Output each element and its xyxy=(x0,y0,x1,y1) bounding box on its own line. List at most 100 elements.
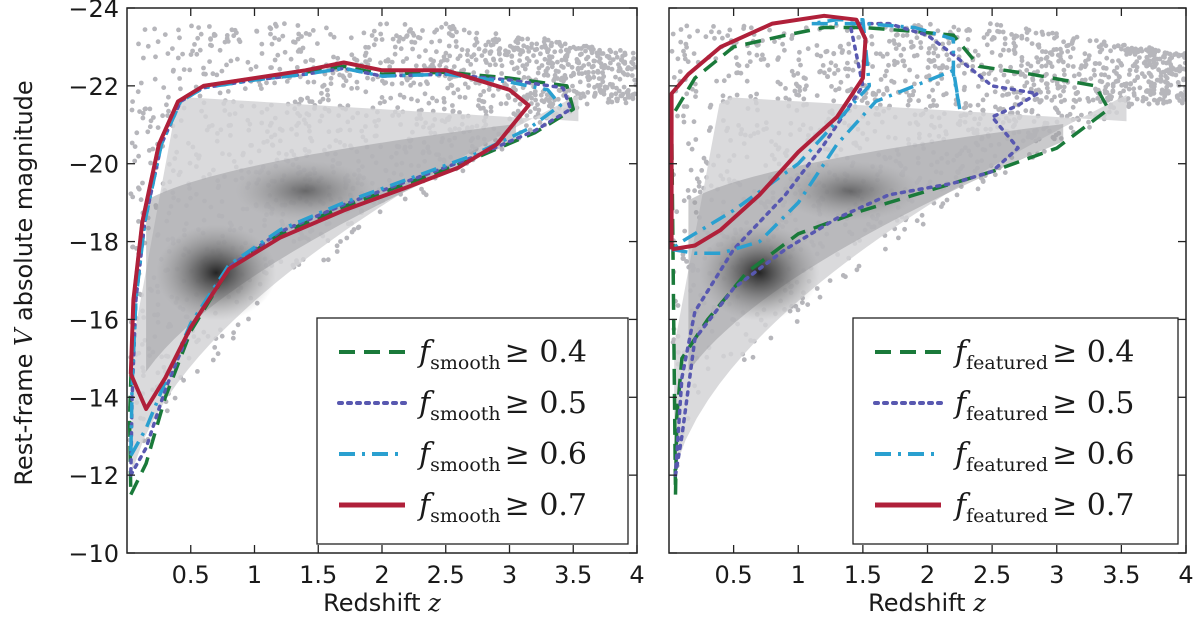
scatter-point xyxy=(214,72,220,78)
scatter-point xyxy=(541,72,547,78)
scatter-point xyxy=(465,85,471,90)
scatter-point xyxy=(601,88,607,94)
scatter-point xyxy=(542,36,547,42)
scatter-point xyxy=(1046,31,1051,37)
scatter-point xyxy=(231,330,237,336)
scatter-point xyxy=(918,40,923,45)
scatter-point xyxy=(956,46,962,52)
scatter-point xyxy=(549,64,555,70)
scatter-point xyxy=(277,66,283,72)
scatter-point xyxy=(565,62,571,67)
density-secondary xyxy=(235,160,376,221)
scatter-point xyxy=(970,64,976,69)
scatter-point xyxy=(1005,79,1010,85)
legend-label-sub: smooth xyxy=(430,454,501,476)
scatter-point xyxy=(1099,72,1104,77)
scatter-point xyxy=(687,34,692,39)
scatter-point xyxy=(975,52,981,58)
y-tick-label: −12 xyxy=(68,462,119,490)
left-x-ticks: 0.5 1 1.5 2 2.5 3 3.5 4 xyxy=(172,8,645,589)
scatter-point xyxy=(288,56,294,62)
scatter-point xyxy=(382,99,387,105)
scatter-point xyxy=(303,59,308,64)
scatter-point xyxy=(509,60,515,66)
scatter-point xyxy=(520,49,526,54)
scatter-point xyxy=(869,34,874,39)
scatter-point xyxy=(726,73,732,79)
scatter-point xyxy=(1147,45,1152,50)
scatter-point xyxy=(147,106,153,112)
scatter-point xyxy=(589,50,595,56)
scatter-point xyxy=(384,21,390,27)
scatter-point xyxy=(132,144,138,150)
scatter-point xyxy=(466,30,472,36)
scatter-point xyxy=(1024,67,1030,73)
scatter-point xyxy=(1009,32,1014,37)
scatter-point xyxy=(831,51,837,56)
scatter-point xyxy=(845,73,851,79)
scatter-point xyxy=(1012,102,1018,107)
scatter-point xyxy=(544,92,550,98)
scatter-point xyxy=(378,21,383,27)
scatter-point xyxy=(208,36,213,42)
scatter-point xyxy=(338,239,343,244)
scatter-point xyxy=(686,141,691,147)
density-peak xyxy=(699,224,820,321)
scatter-point xyxy=(886,62,891,68)
scatter-point xyxy=(910,43,916,49)
scatter-point xyxy=(1148,62,1153,67)
scatter-point xyxy=(725,33,731,38)
scatter-point xyxy=(825,74,830,79)
scatter-point xyxy=(469,54,475,60)
scatter-point xyxy=(1110,58,1115,64)
scatter-point xyxy=(792,88,798,94)
scatter-point xyxy=(578,95,583,101)
scatter-point xyxy=(529,41,535,47)
scatter-point xyxy=(1133,68,1139,74)
scatter-point xyxy=(555,76,560,81)
scatter-point xyxy=(682,56,688,62)
scatter-point xyxy=(1058,46,1063,52)
scatter-point xyxy=(789,68,795,74)
scatter-point xyxy=(292,40,298,45)
scatter-point xyxy=(882,73,888,79)
scatter-point xyxy=(586,61,592,67)
scatter-point xyxy=(429,39,434,45)
scatter-point xyxy=(1054,34,1059,39)
scatter-point xyxy=(946,40,952,46)
scatter-point xyxy=(455,87,461,92)
scatter-point xyxy=(803,25,809,31)
scatter-point xyxy=(838,79,844,85)
scatter-point xyxy=(696,183,702,189)
scatter-point xyxy=(532,106,538,111)
scatter-point xyxy=(524,45,530,50)
legend-label-rel: ≥ 0.7 xyxy=(1052,488,1134,523)
scatter-point xyxy=(211,31,217,37)
scatter-point xyxy=(720,93,726,99)
scatter-point xyxy=(956,63,961,69)
scatter-point xyxy=(225,39,231,44)
scatter-point xyxy=(164,102,169,108)
scatter-point xyxy=(911,88,917,94)
scatter-point xyxy=(940,201,946,207)
scatter-point xyxy=(908,39,914,45)
y-tick-label: −22 xyxy=(68,73,119,101)
scatter-point xyxy=(1094,38,1099,43)
scatter-point xyxy=(195,369,200,374)
scatter-point xyxy=(341,75,347,80)
scatter-point xyxy=(598,61,604,66)
scatter-point xyxy=(275,52,281,58)
scatter-point xyxy=(379,37,385,42)
scatter-point xyxy=(814,93,820,98)
scatter-point xyxy=(1000,93,1005,98)
scatter-point xyxy=(363,89,369,95)
scatter-point xyxy=(208,42,213,48)
scatter-point xyxy=(1178,92,1183,97)
y-tick-label: −20 xyxy=(68,151,119,179)
scatter-point xyxy=(549,54,555,60)
scatter-point xyxy=(1086,56,1091,62)
scatter-point xyxy=(462,81,468,87)
scatter-point xyxy=(1177,68,1183,74)
scatter-point xyxy=(708,125,713,130)
